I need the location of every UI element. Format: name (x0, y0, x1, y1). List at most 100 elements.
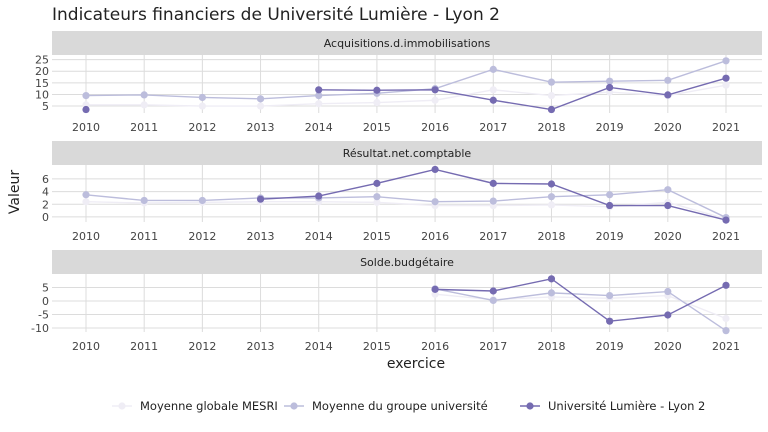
x-tick-label: 2010 (72, 121, 100, 134)
legend-label: Université Lumière - Lyon 2 (548, 399, 705, 413)
x-tick-label: 2014 (305, 340, 333, 353)
data-point (256, 95, 265, 103)
x-tick-label: 2020 (654, 121, 682, 134)
x-tick-label: 2019 (596, 230, 624, 243)
panel-title: Acquisitions.d.immobilisations (324, 37, 491, 50)
data-point (431, 165, 439, 174)
x-tick-label: 2017 (479, 230, 507, 243)
data-point (256, 102, 265, 110)
data-point (722, 57, 730, 65)
data-point (315, 92, 323, 100)
x-tick-label: 2019 (596, 121, 624, 134)
legend-marker (118, 402, 126, 410)
data-point (82, 191, 90, 199)
x-tick-label: 2015 (363, 230, 391, 243)
data-point (489, 197, 497, 205)
data-point (489, 287, 497, 295)
x-tick-label: 2011 (130, 230, 158, 243)
data-point (431, 285, 439, 293)
data-point (664, 311, 672, 319)
x-tick-label: 2013 (247, 121, 275, 134)
series-2 (82, 57, 730, 103)
panel-2: Résultat.net.comptable 2010 2011 2012 2013 20… (42, 141, 762, 243)
x-tick-label: 2010 (72, 230, 100, 243)
data-point (722, 314, 730, 323)
data-point (82, 105, 90, 114)
series-line (434, 288, 727, 332)
x-tick-label: 2010 (72, 340, 100, 353)
legend-marker (290, 402, 298, 410)
data-point (140, 101, 148, 109)
data-point (547, 201, 556, 209)
data-point (256, 195, 265, 203)
data-point (489, 179, 497, 187)
x-tick-label: 2021 (712, 230, 740, 243)
data-point (315, 192, 323, 200)
series-line (318, 77, 727, 111)
data-point (315, 100, 323, 108)
x-tick-label: 2015 (363, 121, 391, 134)
panel-strip (52, 250, 762, 274)
series-line (85, 188, 727, 219)
data-point (722, 327, 730, 335)
data-point (373, 198, 381, 206)
x-tick-label: 2013 (247, 340, 275, 353)
y-tick-label: 5 (42, 281, 49, 294)
x-tick-label: 2011 (130, 121, 158, 134)
series-line (86, 84, 727, 107)
x-tick-label: 2016 (421, 340, 449, 353)
data-point (547, 105, 556, 114)
legend-item: Université Lumière - Lyon 2 (520, 399, 705, 413)
x-tick-label: 2017 (479, 121, 507, 134)
data-point (664, 287, 672, 296)
x-tick-label: 2012 (188, 121, 216, 134)
series-line (85, 60, 727, 100)
y-tick-label: 20 (35, 65, 49, 78)
y-tick-label: 6 (42, 173, 49, 186)
x-tick-label: 2014 (305, 230, 333, 243)
data-point (547, 275, 556, 283)
x-tick-label: 2011 (130, 340, 158, 353)
data-point (315, 86, 323, 94)
y-tick-label: 15 (35, 77, 49, 90)
legend-item: Moyenne du groupe université (284, 399, 488, 413)
series-3 (256, 165, 730, 224)
panel-3: Solde.budgétaire 2010 2011 2012 2013 2014 2015… (31, 250, 762, 353)
legend: Moyenne globale MESRI Moyenne du groupe u… (112, 399, 705, 413)
data-point (140, 196, 148, 205)
x-tick-label: 2018 (537, 230, 565, 243)
x-tick-label: 2021 (712, 340, 740, 353)
data-point (373, 86, 381, 94)
data-point (489, 296, 497, 305)
data-point (547, 180, 556, 188)
y-tick-label: 0 (42, 211, 49, 224)
data-point (664, 201, 672, 210)
data-point (82, 198, 90, 206)
x-tick-label: 2018 (537, 340, 565, 353)
data-point (373, 98, 381, 107)
series-3 (431, 275, 730, 325)
y-tick-label: -10 (31, 322, 49, 335)
data-point (198, 93, 206, 102)
data-point (431, 96, 439, 104)
x-tick-label: 2021 (712, 121, 740, 134)
data-point (606, 291, 614, 300)
data-point (547, 78, 556, 86)
chart-title: Indicateurs financiers de Université Lum… (52, 5, 500, 25)
x-tick-label: 2012 (188, 230, 216, 243)
data-point (198, 196, 206, 205)
x-tick-label: 2020 (654, 340, 682, 353)
data-point (431, 198, 439, 206)
data-point (606, 201, 614, 210)
data-point (664, 186, 672, 194)
data-point (547, 193, 556, 201)
data-point (606, 317, 614, 325)
y-tick-label: 0 (42, 295, 49, 308)
data-point (722, 281, 730, 289)
y-tick-label: -5 (38, 308, 49, 321)
data-point (82, 92, 90, 100)
x-tick-label: 2018 (537, 121, 565, 134)
x-tick-label: 2014 (305, 121, 333, 134)
data-point (722, 81, 730, 89)
data-point (489, 96, 497, 104)
